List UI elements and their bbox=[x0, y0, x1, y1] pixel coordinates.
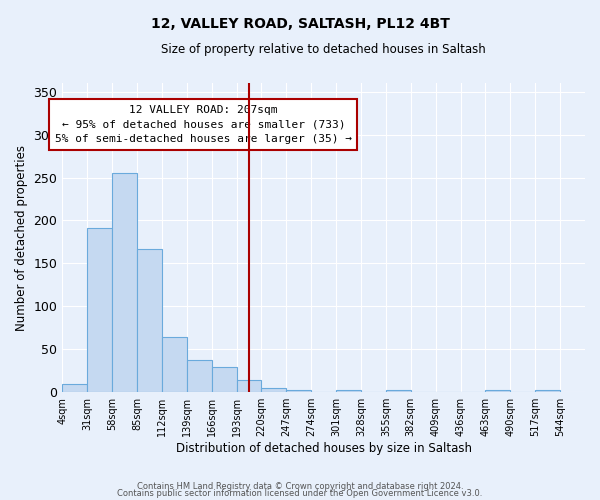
Bar bbox=[236, 380, 262, 392]
Bar bbox=[386, 390, 411, 392]
Title: Size of property relative to detached houses in Saltash: Size of property relative to detached ho… bbox=[161, 42, 486, 56]
Text: Contains public sector information licensed under the Open Government Licence v3: Contains public sector information licen… bbox=[118, 489, 482, 498]
X-axis label: Distribution of detached houses by size in Saltash: Distribution of detached houses by size … bbox=[176, 442, 472, 455]
Bar bbox=[535, 390, 560, 392]
Bar bbox=[187, 360, 212, 392]
Text: Contains HM Land Registry data © Crown copyright and database right 2024.: Contains HM Land Registry data © Crown c… bbox=[137, 482, 463, 491]
Bar bbox=[62, 384, 87, 392]
Bar bbox=[336, 390, 361, 392]
Bar bbox=[212, 368, 236, 392]
Bar bbox=[87, 228, 112, 392]
Text: 12, VALLEY ROAD, SALTASH, PL12 4BT: 12, VALLEY ROAD, SALTASH, PL12 4BT bbox=[151, 18, 449, 32]
Bar bbox=[162, 337, 187, 392]
Bar bbox=[112, 173, 137, 392]
Bar bbox=[485, 390, 511, 392]
Bar bbox=[262, 388, 286, 392]
Bar bbox=[286, 390, 311, 392]
Text: 12 VALLEY ROAD: 207sqm
← 95% of detached houses are smaller (733)
5% of semi-det: 12 VALLEY ROAD: 207sqm ← 95% of detached… bbox=[55, 104, 352, 144]
Bar bbox=[137, 249, 162, 392]
Y-axis label: Number of detached properties: Number of detached properties bbox=[15, 144, 28, 330]
